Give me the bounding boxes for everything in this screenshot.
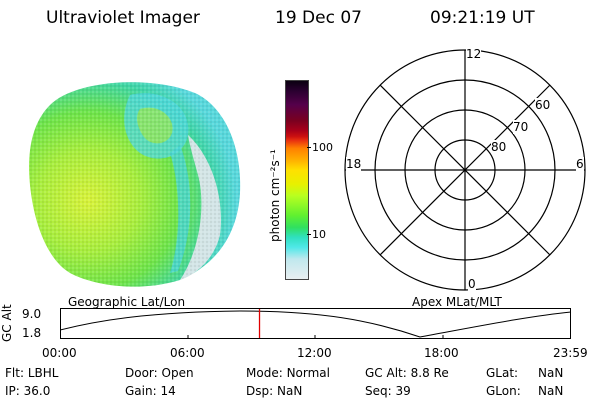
mlt-label-6: 6	[576, 157, 584, 171]
mlt-label-18: 18	[346, 157, 362, 171]
time-tick-2359: 23:59	[553, 346, 588, 360]
glat-label: GLat:	[486, 366, 519, 380]
geographic-label: Geographic Lat/Lon	[68, 295, 186, 309]
time-label: 09:21:19 UT	[430, 8, 535, 28]
flt-value: LBHL	[27, 366, 59, 380]
altitude-axis-label: GC Alt	[0, 304, 14, 342]
date-label: 19 Dec 07	[275, 8, 362, 28]
colorbar	[285, 80, 309, 280]
time-tick-0600: 06:00	[170, 346, 205, 360]
door-value: Open	[161, 366, 194, 380]
apex-label: Apex MLat/MLT	[412, 295, 502, 309]
glon-label: GLon:	[486, 384, 521, 398]
door-label: Door:	[125, 366, 158, 380]
mode-value: Normal	[286, 366, 330, 380]
instrument-title: Ultraviolet Imager	[46, 8, 200, 28]
lat-label-80: 80	[491, 140, 507, 154]
gcalt-label: GC Alt:	[365, 366, 407, 380]
flt-label: Flt:	[5, 366, 24, 380]
auroral-image	[29, 82, 241, 287]
lat-label-70: 70	[513, 120, 529, 134]
gcalt-value: 8.8 Re	[410, 366, 449, 380]
time-tick-0000: 00:00	[42, 346, 77, 360]
glon-value: NaN	[538, 384, 564, 398]
ip-value: 36.0	[23, 384, 51, 398]
colorbar-unit-label: photon cm⁻²s⁻¹	[268, 149, 282, 242]
altitude-ymin: 1.8	[22, 326, 42, 340]
time-tick-1800: 18:00	[424, 346, 459, 360]
colorbar-tick-mark	[307, 234, 311, 235]
lat-label-60: 60	[535, 98, 551, 112]
altitude-ymax: 9.0	[22, 307, 42, 321]
polar-grid	[344, 49, 586, 291]
ip-label: IP:	[5, 384, 20, 398]
gain-label: Gain:	[125, 384, 157, 398]
seq-value: 39	[395, 384, 411, 398]
glat-value: NaN	[538, 366, 564, 380]
dsp-label: Dsp:	[246, 384, 274, 398]
mode-label: Mode:	[246, 366, 283, 380]
altitude-plot	[60, 308, 572, 339]
dsp-value: NaN	[276, 384, 303, 398]
mlt-label-0: 0	[468, 277, 476, 291]
gain-value: 14	[160, 384, 176, 398]
colorbar-tick-100: 100	[312, 141, 333, 154]
time-tick-1200: 12:00	[297, 346, 332, 360]
mlt-label-12: 12	[466, 47, 482, 61]
colorbar-tick-10: 10	[312, 228, 326, 241]
seq-label: Seq:	[365, 384, 392, 398]
colorbar-tick-mark	[307, 147, 311, 148]
